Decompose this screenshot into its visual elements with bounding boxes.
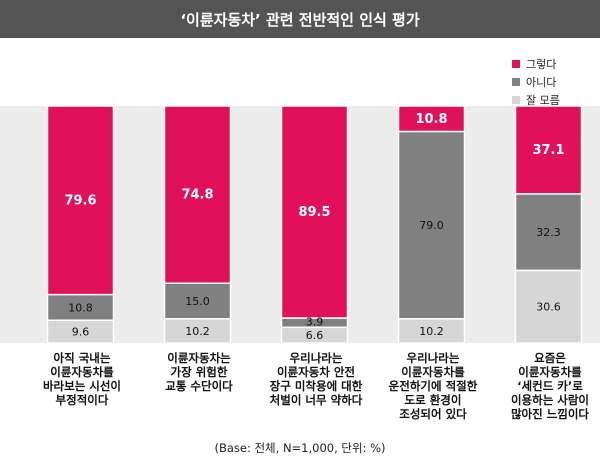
bars-group: 79.6 10.8 9.6 74.8 15.0 10.2 89.5 3.96.6 10.8 79.… bbox=[46, 105, 583, 344]
data-label-2-no: 15.0 bbox=[185, 295, 210, 308]
bar-2-unknown bbox=[163, 318, 232, 344]
category-label-4: 우리나라는 이륜자동차를 운전하기에 적절한 도로 환경이 조성되어 있다 bbox=[388, 351, 478, 421]
legend-swatch-yes bbox=[512, 59, 520, 68]
footnote: (Base: 전체, N=1,000, 단위: %) bbox=[214, 441, 386, 455]
data-label-1-unknown: 9.6 bbox=[72, 326, 90, 339]
data-label-3-yes: 89.5 bbox=[298, 205, 330, 220]
category-label-1: 아직 국내는 이륜자동차를 바라보는 시선이 부정적이다 bbox=[42, 351, 122, 407]
data-label-4-no: 79.0 bbox=[419, 219, 444, 232]
legend-item-yes: 그렇다 bbox=[512, 56, 560, 71]
legend-swatch-unknown bbox=[512, 95, 520, 104]
bar-1-unknown bbox=[46, 319, 115, 344]
legend-item-unknown: 잘 모름 bbox=[512, 92, 560, 107]
category-label-5: 요즘은 이륜자동차를 ‘세컨드 카’로 이용하는 사람이 많아진 느낌이다 bbox=[510, 351, 590, 421]
legend-label-yes: 그렇다 bbox=[526, 57, 557, 71]
category-label-3: 우리나라는 이륜자동차 안전 장구 미착용에 대한 처벌이 너무 약하다 bbox=[269, 351, 363, 407]
bar-1-yes bbox=[46, 105, 115, 296]
bar-2-no bbox=[163, 282, 232, 320]
data-label-4-yes: 10.8 bbox=[415, 112, 447, 127]
legend-label-no: 아니다 bbox=[526, 75, 557, 89]
legend-item-no: 아니다 bbox=[512, 74, 560, 89]
chart-title: ‘이륜자동차’ 관련 전반적인 인식 평가 bbox=[180, 10, 420, 29]
data-label-3-no: 3.9 bbox=[306, 316, 324, 329]
data-label-3-unknown: 6.6 bbox=[306, 329, 324, 342]
data-label-1-yes: 79.6 bbox=[64, 193, 96, 208]
data-label-4-unknown: 10.2 bbox=[419, 325, 444, 338]
data-label-5-yes: 37.1 bbox=[532, 143, 564, 158]
legend-swatch-no bbox=[512, 77, 520, 86]
data-label-1-no: 10.8 bbox=[68, 301, 93, 314]
category-label-2: 이륜자동차는 가장 위험한 교통 수단이다 bbox=[165, 351, 233, 393]
bar-1-no bbox=[46, 293, 115, 321]
data-label-5-no: 32.3 bbox=[536, 226, 561, 239]
data-label-2-unknown: 10.2 bbox=[185, 325, 210, 338]
bar-5-unknown bbox=[514, 269, 583, 344]
data-label-5-unknown: 30.6 bbox=[536, 301, 561, 314]
bar-3-unknown bbox=[280, 326, 349, 344]
bar-5-no bbox=[514, 193, 583, 272]
legend-label-unknown: 잘 모름 bbox=[526, 93, 560, 107]
bar-2-yes bbox=[163, 105, 232, 285]
data-label-2-yes: 74.8 bbox=[181, 188, 213, 203]
chart-title-bar: ‘이륜자동차’ 관련 전반적인 인식 평가 bbox=[0, 0, 600, 38]
legend: 그렇다 아니다 잘 모름 bbox=[512, 56, 560, 110]
bar-4-yes bbox=[397, 105, 466, 133]
bar-3-yes bbox=[280, 105, 349, 319]
bar-5-yes bbox=[514, 105, 583, 195]
bar-4-unknown bbox=[397, 318, 466, 344]
